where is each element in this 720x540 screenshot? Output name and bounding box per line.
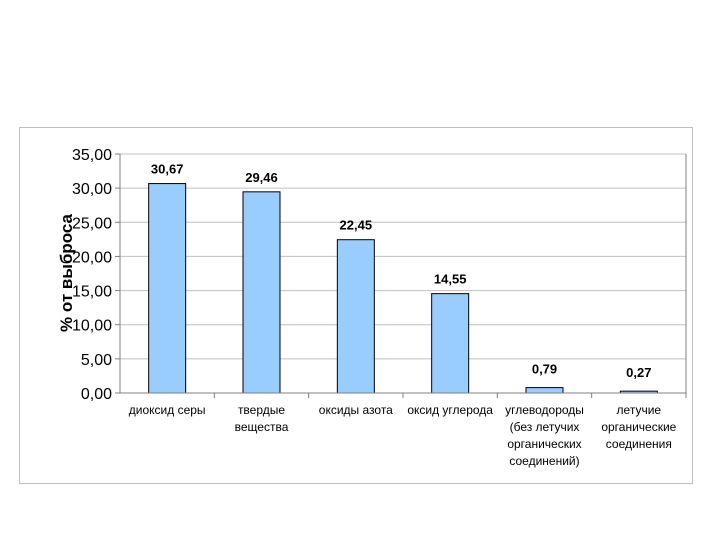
y-tick-label: 35,00 (72, 147, 112, 164)
bar-chart: 0,00 5,00 10,00 15,00 20,00 25,00 30,00 35,00 д… (57, 147, 687, 468)
y-tick-label: 30,00 (72, 181, 112, 198)
y-tick-label: 20,00 (72, 249, 112, 266)
x-category-label-line: органические (601, 420, 676, 434)
x-category-label: оксиды азота (319, 403, 393, 417)
data-label: 14,55 (434, 272, 467, 287)
x-category-label-line: оксиды азота (319, 403, 393, 417)
data-label: 30,67 (151, 162, 184, 177)
data-labels: 30,67 29,46 22,45 14,55 0,79 0,27 (151, 162, 652, 381)
x-category-label-line: органических (507, 437, 581, 451)
x-category-label-line: летучие (617, 403, 662, 417)
x-category-label: диоксид серы (129, 403, 206, 417)
bar (336, 239, 375, 394)
data-label: 22,45 (340, 218, 373, 233)
x-category-labels: диоксид серы твердые вещества оксиды азота о… (129, 403, 677, 468)
x-category-label-line: углеводороды (505, 403, 584, 417)
y-tick-label: 25,00 (72, 215, 112, 232)
x-category-label: летучие органические соединения (601, 403, 676, 451)
data-label: 0,79 (532, 362, 557, 377)
x-category-label: углеводороды (без летучих органических соед… (505, 403, 584, 468)
y-tick-label: 15,00 (72, 284, 112, 301)
x-category-label: твердые вещества (235, 403, 289, 434)
y-tick-label: 5,00 (81, 352, 112, 369)
y-tick-label: 10,00 (72, 318, 112, 335)
gridlines (120, 153, 686, 360)
bar (525, 387, 564, 394)
x-category-label-line: твердые (238, 403, 285, 417)
axes (115, 153, 687, 398)
y-axis-title: % от выброса (57, 213, 76, 332)
y-tick-labels: 0,00 5,00 10,00 15,00 20,00 25,00 30,00 35,00 (72, 147, 112, 403)
y-tick-label: 0,00 (81, 386, 112, 403)
x-category-label-line: оксид углерода (407, 403, 493, 417)
chart-frame: 0,00 5,00 10,00 15,00 20,00 25,00 30,00 35,00 д… (19, 127, 693, 484)
bar (431, 293, 470, 394)
bars (148, 183, 658, 394)
x-category-label-line: соединений) (509, 454, 579, 468)
x-category-label: оксид углерода (407, 403, 493, 417)
data-label: 0,27 (626, 365, 651, 380)
bar (148, 183, 187, 394)
x-category-label-line: диоксид серы (129, 403, 206, 417)
bar (242, 191, 281, 394)
x-category-label-line: (без летучих (510, 420, 580, 434)
x-category-label-line: вещества (235, 420, 289, 434)
x-category-label-line: соединения (606, 437, 672, 451)
data-label: 29,46 (245, 170, 278, 185)
